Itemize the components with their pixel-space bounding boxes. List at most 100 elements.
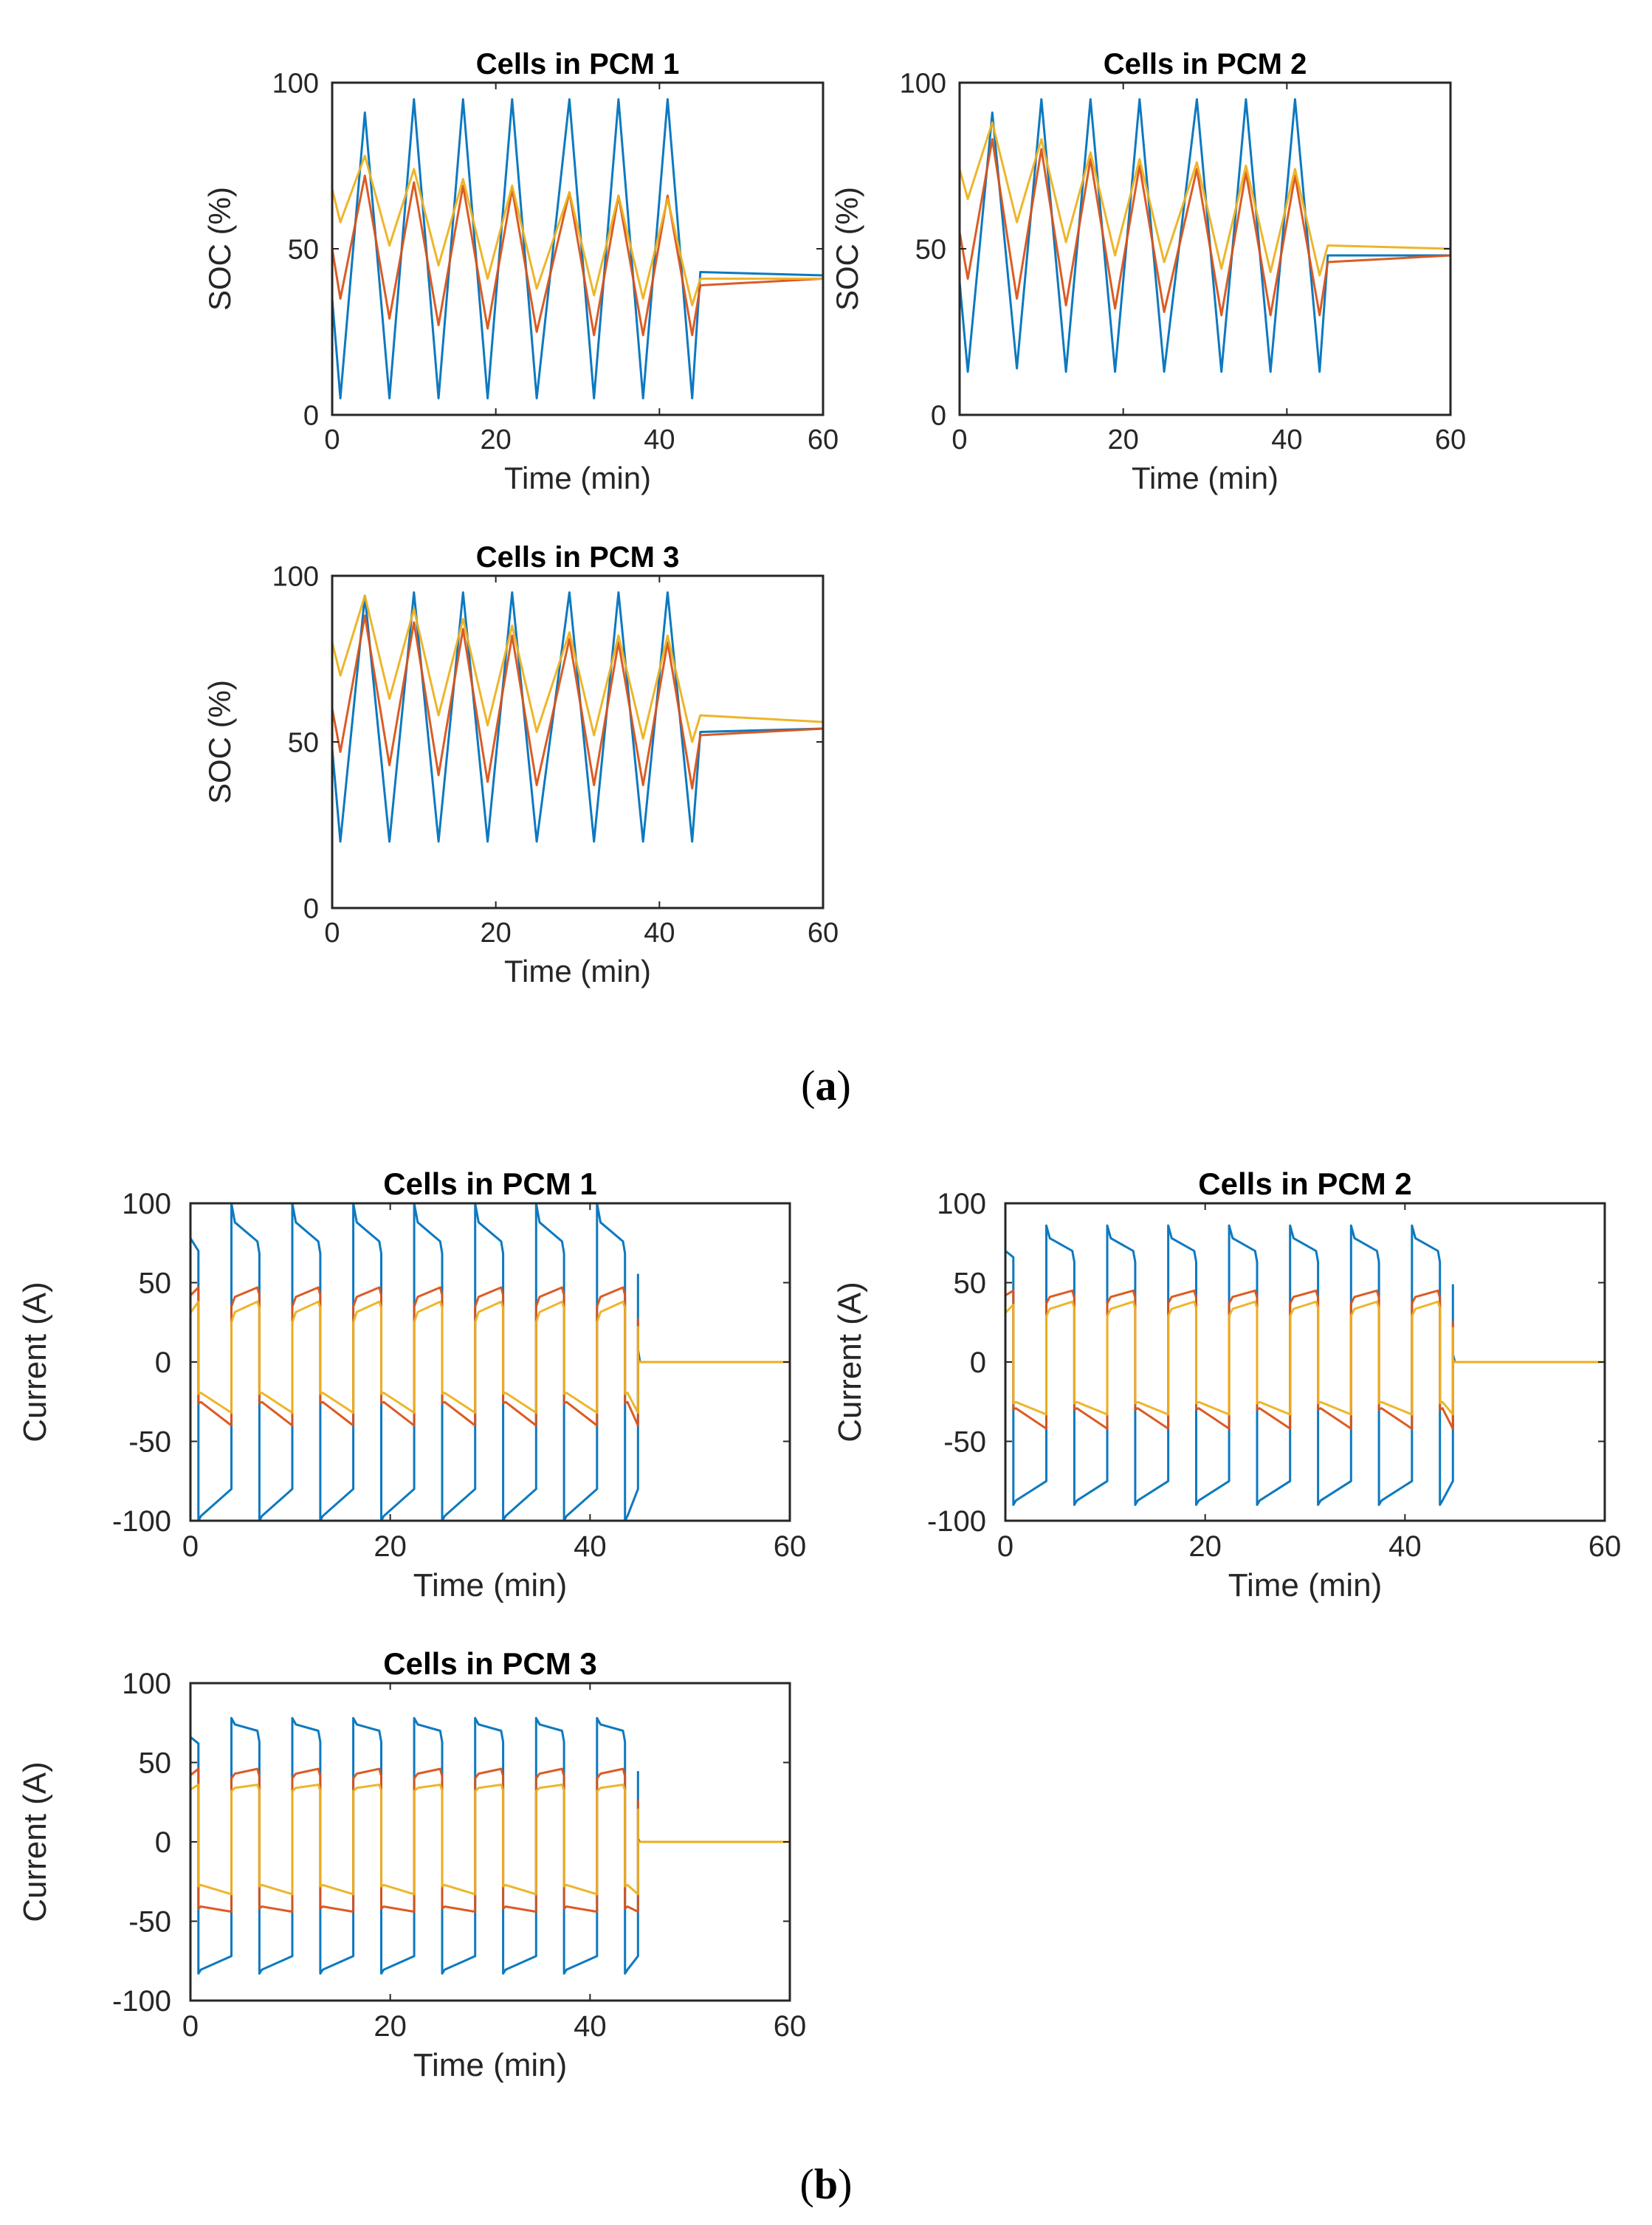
panel-label-a-letter: a — [816, 1062, 837, 1110]
y-tick-label: -100 — [927, 1505, 986, 1538]
chart-2: 0 20 40 60 0 50 100 Cells in PCM 2 Time (min) SOC… — [830, 48, 1466, 495]
series-line-cell-yellow — [190, 1300, 790, 1414]
y-tick-label: -100 — [112, 1985, 171, 2018]
series-line-cell-blue — [190, 1203, 790, 1521]
series-group — [960, 98, 1450, 373]
series-line-cell-blue — [332, 98, 823, 399]
y-tick-label: 0 — [155, 1347, 171, 1379]
x-tick-label: 40 — [644, 918, 675, 949]
y-tick-label: 0 — [155, 1826, 171, 1859]
panel-label-a-close: ) — [837, 1062, 851, 1110]
y-tick-label: 100 — [900, 68, 946, 99]
series-line-cell-orange — [190, 1286, 790, 1427]
x-tick-label: 40 — [574, 1530, 607, 1563]
chart-title: Cells in PCM 2 — [1104, 48, 1307, 80]
y-tick-label: -50 — [943, 1426, 986, 1459]
y-tick-label: 50 — [288, 234, 319, 265]
y-axis-label: Current (A) — [17, 1761, 53, 1922]
y-axis-label: SOC (%) — [202, 680, 237, 804]
x-tick-label: 40 — [1271, 424, 1302, 455]
panel-label-a: (a) — [801, 1062, 851, 1110]
y-tick-label: 50 — [954, 1268, 987, 1300]
plot-area — [332, 83, 823, 415]
x-tick-label: 40 — [644, 424, 675, 455]
chart-title: Cells in PCM 3 — [383, 1646, 596, 1681]
x-tick-label: 40 — [1388, 1530, 1422, 1563]
y-tick-label: 50 — [288, 727, 319, 758]
x-tick-label: 60 — [774, 2010, 807, 2043]
x-axis-label: Time (min) — [504, 461, 651, 495]
y-axis-label: SOC (%) — [830, 187, 864, 311]
series-group — [332, 591, 823, 843]
chart-title: Cells in PCM 1 — [383, 1166, 596, 1201]
panel-label-b-open: ( — [800, 2160, 814, 2208]
y-axis-label: Current (A) — [17, 1282, 53, 1442]
x-axis-label: Time (min) — [1132, 461, 1278, 495]
y-tick-label: 0 — [303, 893, 319, 924]
x-tick-label: 20 — [1108, 424, 1139, 455]
panel-label-b: (b) — [800, 2160, 853, 2208]
y-tick-label: 0 — [970, 1347, 986, 1379]
x-tick-label: 0 — [182, 2010, 199, 2043]
charts-layer: 0 20 40 60 0 50 100 Cells in PCM 1 Time (min) SOC… — [17, 48, 1621, 2083]
series-group — [332, 98, 823, 399]
x-tick-label: 60 — [774, 1530, 807, 1563]
x-tick-label: 60 — [808, 918, 839, 949]
x-tick-label: 60 — [1589, 1530, 1622, 1563]
x-tick-label: 0 — [182, 1530, 199, 1563]
y-tick-label: 50 — [139, 1268, 172, 1300]
series-line-cell-orange — [960, 138, 1450, 317]
chart-6: 0 20 40 60 -100 -50 0 50 100 Cells in PCM 3 Time (… — [17, 1646, 806, 2083]
y-tick-label: 0 — [303, 400, 319, 431]
panel-label-b-letter: b — [814, 2160, 838, 2208]
x-tick-label: 20 — [374, 2010, 407, 2043]
series-line-cell-yellow — [190, 1784, 790, 1896]
series-line-cell-blue — [190, 1716, 790, 1975]
x-axis-label: Time (min) — [413, 1567, 568, 1603]
series-line-cell-yellow — [1005, 1300, 1605, 1416]
y-axis-label: Current (A) — [832, 1282, 868, 1442]
x-tick-label: 0 — [951, 424, 967, 455]
y-tick-label: 100 — [122, 1188, 171, 1220]
x-tick-label: 60 — [808, 424, 839, 455]
chart-title: Cells in PCM 3 — [476, 541, 680, 574]
plot-area — [332, 576, 823, 908]
plot-area — [960, 83, 1450, 415]
y-tick-label: -50 — [128, 1906, 171, 1939]
y-tick-label: -50 — [128, 1426, 171, 1459]
y-tick-label: 50 — [915, 234, 946, 265]
series-group — [1005, 1224, 1605, 1506]
panel-label-a-open: ( — [801, 1062, 815, 1110]
x-tick-label: 20 — [481, 918, 512, 949]
panel-label-b-close: ) — [838, 2160, 852, 2208]
y-tick-label: 100 — [937, 1188, 986, 1220]
series-line-cell-yellow — [332, 154, 823, 306]
y-tick-label: 100 — [122, 1668, 171, 1700]
chart-3: 0 20 40 60 0 50 100 Cells in PCM 3 Time (min) SOC… — [202, 541, 839, 988]
series-line-cell-yellow — [332, 594, 823, 743]
y-tick-label: 100 — [272, 561, 319, 592]
chart-4: 0 20 40 60 -100 -50 0 50 100 Cells in PCM 1 Time (… — [17, 1166, 806, 1603]
x-axis-label: Time (min) — [1228, 1567, 1383, 1603]
x-tick-label: 0 — [324, 424, 340, 455]
x-tick-label: 20 — [1188, 1530, 1222, 1563]
x-tick-label: 0 — [324, 918, 340, 949]
chart-1: 0 20 40 60 0 50 100 Cells in PCM 1 Time (min) SOC… — [202, 48, 839, 495]
x-tick-label: 40 — [574, 2010, 607, 2043]
series-line-cell-yellow — [960, 121, 1450, 277]
x-tick-label: 0 — [997, 1530, 1013, 1563]
y-axis-label: SOC (%) — [202, 187, 237, 311]
y-tick-label: -100 — [112, 1505, 171, 1538]
series-line-cell-blue — [1005, 1224, 1605, 1506]
series-group — [190, 1203, 790, 1521]
chart-5: 0 20 40 60 -100 -50 0 50 100 Cells in PCM 2 Time (… — [832, 1166, 1621, 1603]
y-tick-label: 100 — [272, 68, 319, 99]
series-group — [190, 1716, 790, 1975]
x-axis-label: Time (min) — [413, 2047, 568, 2083]
x-tick-label: 60 — [1435, 424, 1466, 455]
x-tick-label: 20 — [481, 424, 512, 455]
chart-title: Cells in PCM 1 — [476, 48, 680, 80]
y-tick-label: 50 — [139, 1747, 172, 1780]
x-tick-label: 20 — [374, 1530, 407, 1563]
